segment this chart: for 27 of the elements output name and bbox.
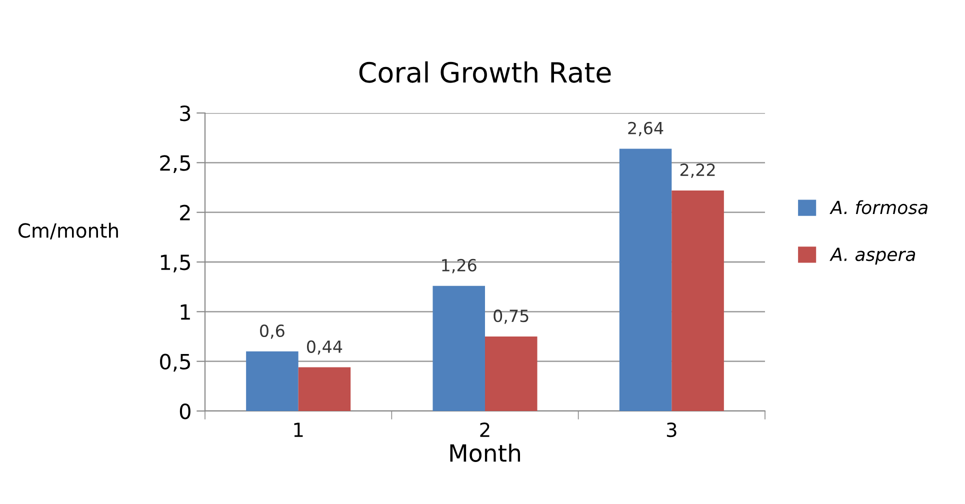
y-tick-label: 0,5 (160, 354, 190, 372)
x-axis-title: Month (450, 444, 520, 462)
data-label: 0,75 (494, 310, 528, 324)
bar (485, 336, 538, 411)
legend-label: A. formosa (830, 200, 928, 214)
data-label: 0,6 (260, 324, 284, 339)
legend-label: A. aspera (830, 248, 916, 265)
data-label: 0,44 (307, 340, 342, 355)
y-tick-label: 2,5 (160, 155, 190, 174)
x-tick-label: 2 (480, 422, 490, 437)
y-tick-label: 1 (180, 304, 190, 320)
y-tick-label: 2 (180, 204, 190, 220)
data-label: 1,26 (442, 258, 476, 274)
bar (619, 148, 672, 411)
bar (298, 367, 351, 411)
bar (432, 286, 485, 411)
y-axis-title: Cm/month (18, 222, 118, 240)
data-label: 2,64 (628, 122, 664, 136)
y-tick-label: 1,5 (160, 254, 190, 272)
x-tick-label: 1 (294, 422, 303, 437)
bar (246, 351, 298, 411)
chart-title: Coral Growth Rate (359, 61, 611, 83)
bar (672, 190, 724, 411)
x-tick-label: 3 (666, 422, 676, 438)
y-tick-label: 3 (180, 105, 190, 122)
data-label: 2,22 (680, 164, 715, 178)
y-tick-label: 0 (180, 403, 190, 420)
